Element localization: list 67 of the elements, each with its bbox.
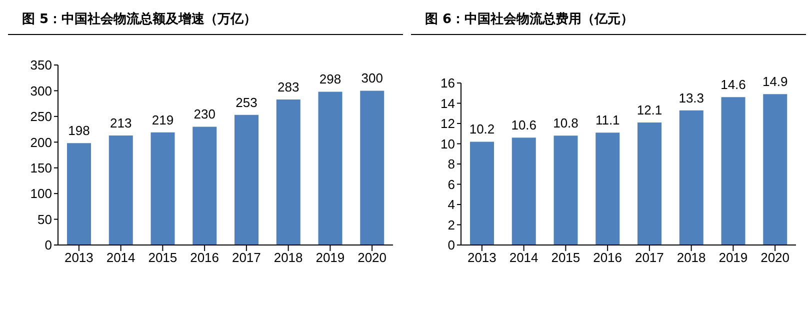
bar bbox=[318, 92, 342, 245]
bar bbox=[638, 122, 662, 245]
x-tick-label: 2014 bbox=[509, 250, 538, 266]
chart-title: 图 5：中国社会物流总额及增速（万亿） bbox=[8, 8, 403, 35]
bar bbox=[512, 138, 536, 245]
data-label: 14.6 bbox=[720, 77, 746, 92]
y-tick-label: 0 bbox=[448, 238, 455, 253]
y-tick-label: 8 bbox=[448, 156, 455, 172]
data-label: 13.3 bbox=[678, 90, 704, 106]
y-tick-label: 50 bbox=[38, 212, 52, 227]
y-tick-label: 100 bbox=[30, 186, 52, 202]
x-tick-label: 2015 bbox=[551, 250, 580, 266]
data-label: 10.6 bbox=[511, 118, 537, 133]
x-tick-label: 2013 bbox=[64, 250, 94, 266]
y-tick-label: 4 bbox=[448, 197, 455, 212]
y-tick-label: 200 bbox=[30, 134, 52, 150]
x-tick-label: 2020 bbox=[358, 250, 387, 266]
bar bbox=[276, 99, 300, 245]
data-label: 298 bbox=[319, 72, 342, 87]
data-label: 12.1 bbox=[636, 102, 662, 118]
data-label: 10.8 bbox=[553, 116, 578, 131]
y-tick-label: 2 bbox=[448, 217, 455, 232]
chart-title: 图 6：中国社会物流总费用（亿元） bbox=[411, 8, 806, 35]
x-tick-label: 2015 bbox=[148, 250, 178, 266]
y-tick-label: 250 bbox=[30, 109, 52, 124]
y-tick-label: 0 bbox=[44, 238, 52, 253]
data-label: 253 bbox=[236, 94, 258, 110]
y-tick-label: 12 bbox=[440, 116, 455, 132]
data-label: 230 bbox=[194, 106, 216, 122]
x-tick-label: 2016 bbox=[593, 250, 622, 266]
bar bbox=[234, 114, 258, 245]
bar bbox=[470, 142, 494, 245]
bar bbox=[360, 90, 384, 245]
x-tick-label: 2017 bbox=[232, 250, 261, 266]
y-tick-label: 350 bbox=[30, 58, 52, 73]
bar bbox=[67, 143, 91, 245]
bar bbox=[108, 135, 133, 245]
data-label: 14.9 bbox=[762, 74, 788, 90]
data-label: 213 bbox=[110, 115, 132, 130]
x-tick-label: 2013 bbox=[467, 250, 496, 266]
data-label: 219 bbox=[152, 112, 174, 128]
y-tick-label: 16 bbox=[440, 76, 455, 91]
data-label: 283 bbox=[278, 79, 300, 94]
x-tick-label: 2019 bbox=[316, 250, 345, 266]
y-tick-label: 10 bbox=[440, 136, 455, 152]
bar bbox=[679, 110, 704, 245]
bar bbox=[721, 97, 746, 245]
bar bbox=[554, 136, 578, 245]
x-tick-label: 2014 bbox=[106, 250, 136, 266]
data-label: 198 bbox=[68, 123, 90, 138]
y-tick-label: 150 bbox=[30, 160, 52, 176]
bar bbox=[150, 132, 175, 245]
bar bbox=[192, 126, 217, 245]
bar bbox=[596, 132, 620, 245]
x-tick-label: 2020 bbox=[760, 250, 790, 266]
x-tick-label: 2019 bbox=[718, 250, 748, 266]
data-label: 11.1 bbox=[595, 112, 620, 128]
data-label: 300 bbox=[361, 70, 383, 86]
x-tick-label: 2017 bbox=[634, 250, 664, 266]
x-tick-label: 2018 bbox=[676, 250, 706, 266]
y-tick-label: 6 bbox=[448, 176, 455, 192]
bar bbox=[763, 94, 788, 245]
data-label: 10.2 bbox=[469, 122, 495, 137]
y-tick-label: 300 bbox=[30, 83, 52, 98]
y-tick-label: 14 bbox=[440, 96, 455, 111]
x-tick-label: 2018 bbox=[274, 250, 303, 266]
x-tick-label: 2016 bbox=[190, 250, 220, 266]
